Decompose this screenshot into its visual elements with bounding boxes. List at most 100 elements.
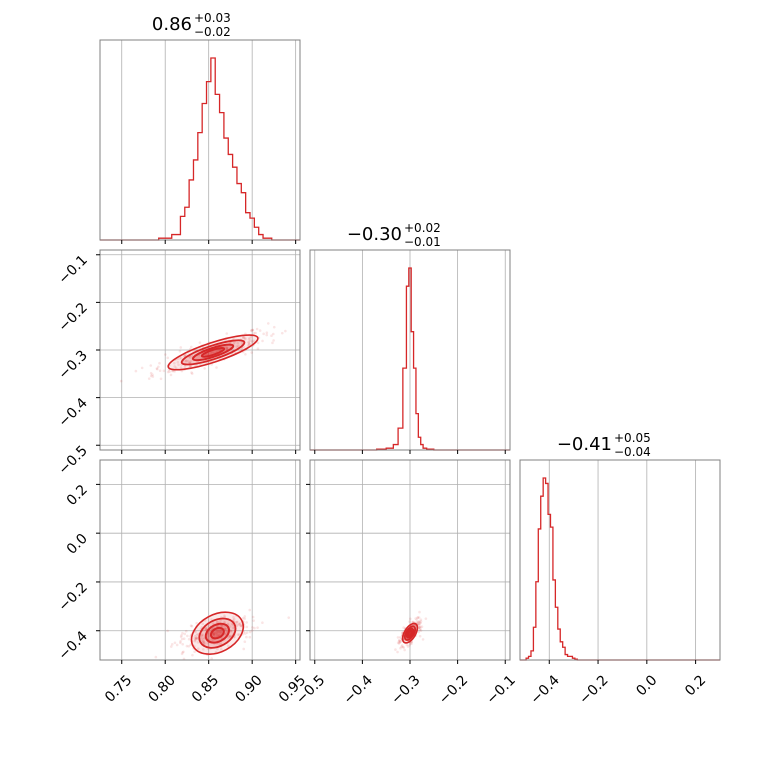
scatter-point [246, 344, 250, 347]
scatter-point [251, 340, 254, 344]
scatter-point [402, 646, 406, 649]
scatter-point [174, 366, 178, 370]
scatter-point [211, 638, 215, 642]
scatter-panel-2-0: 0.75 0.80 0.85 0.90 0.95−0.4−0.20.00.2 [55, 459, 309, 706]
scatter-point [198, 341, 202, 344]
scatter-point [249, 339, 252, 343]
scatter-point [195, 636, 199, 639]
scatter-point [229, 629, 233, 633]
scatter-point [396, 650, 399, 654]
scatter-point [280, 331, 284, 335]
scatter-point [245, 621, 248, 624]
scatter-point [168, 370, 171, 373]
scatter-point [182, 637, 186, 640]
scatter-point [195, 621, 198, 625]
scatter-point [166, 356, 170, 360]
scatter-point [216, 620, 219, 624]
scatter-point [166, 370, 170, 374]
scatter-point [416, 616, 420, 619]
scatter-point [418, 628, 422, 631]
scatter-point [417, 630, 421, 634]
scatter-point [417, 623, 421, 627]
scatter-point [418, 634, 422, 638]
scatter-point [194, 630, 197, 634]
scatter-point [189, 359, 193, 363]
x-tick-label: 0.90 [232, 672, 265, 705]
scatter-point [237, 622, 241, 626]
scatter-point [158, 361, 161, 365]
scatter-point [220, 647, 223, 651]
scatter-point [187, 645, 191, 648]
scatter-point [417, 626, 421, 629]
scatter-point [417, 620, 420, 624]
scatter-point [228, 635, 231, 639]
scatter-point [134, 369, 138, 373]
scatter-point [252, 331, 256, 335]
scatter-point [409, 642, 412, 645]
scatter-point [182, 354, 186, 357]
scatter-point [154, 655, 158, 659]
scatter-point [200, 634, 204, 638]
scatter-point [244, 353, 247, 356]
scatter-point [418, 610, 421, 614]
scatter-point [164, 353, 167, 356]
scatter-point [240, 624, 243, 627]
scatter-point [229, 629, 233, 633]
scatter-point [156, 367, 159, 371]
scatter-point [193, 650, 196, 654]
scatter-point [217, 630, 221, 633]
scatter-point [242, 336, 245, 340]
scatter-point [418, 622, 422, 626]
scatter-point [236, 341, 240, 345]
histogram-panel-2: −0.4 −0.2 0.0 0.2 −0.41 +0.05−0.04 [519, 431, 721, 708]
scatter-point [421, 638, 425, 641]
scatter-point [178, 349, 182, 353]
panel-title-plus: +0.02 [404, 221, 441, 235]
scatter-point [226, 622, 230, 626]
scatter-point [250, 629, 254, 632]
scatter-point [261, 621, 264, 625]
scatter-point [191, 653, 194, 657]
scatter-point [188, 356, 192, 360]
scatter-point [243, 640, 247, 644]
scatter-point [284, 329, 287, 333]
scatter-point [179, 356, 183, 360]
scatter-point [173, 361, 176, 365]
scatter-point [403, 648, 406, 652]
scatter-point [245, 631, 249, 634]
scatter-point [235, 620, 239, 624]
panel-title-median: −0.30 [347, 224, 402, 245]
scatter-point [235, 624, 239, 628]
scatter-point [184, 359, 188, 362]
scatter-point [248, 630, 252, 634]
panel-frame [519, 459, 721, 661]
scatter-point [424, 617, 428, 620]
scatter-point [252, 339, 255, 343]
scatter-point [419, 621, 422, 625]
scatter-point [215, 629, 219, 633]
scatter-point [183, 365, 187, 368]
scatter-point [416, 616, 419, 619]
scatter-point [406, 645, 410, 648]
scatter-point [212, 632, 215, 636]
y-tick-label: −0.4 [55, 628, 90, 663]
panel-title-minus: −0.04 [614, 445, 651, 459]
scatter-point [183, 632, 187, 636]
x-tick-label: −0.2 [436, 672, 471, 707]
scatter-point [235, 623, 238, 626]
scatter-point [245, 625, 249, 629]
scatter-point [216, 625, 219, 628]
scatter-point [177, 363, 180, 367]
scatter-point [176, 360, 180, 364]
scatter-point [231, 626, 235, 630]
scatter-points [394, 610, 428, 654]
scatter-point [251, 328, 254, 332]
scatter-point [261, 339, 264, 343]
scatter-point [211, 632, 215, 636]
x-tick-label: 0.0 [633, 672, 660, 699]
scatter-point [262, 332, 265, 336]
scatter-point [224, 627, 227, 631]
scatter-point [193, 634, 197, 638]
x-tick-label: 0.85 [189, 672, 222, 705]
scatter-point [204, 627, 208, 630]
